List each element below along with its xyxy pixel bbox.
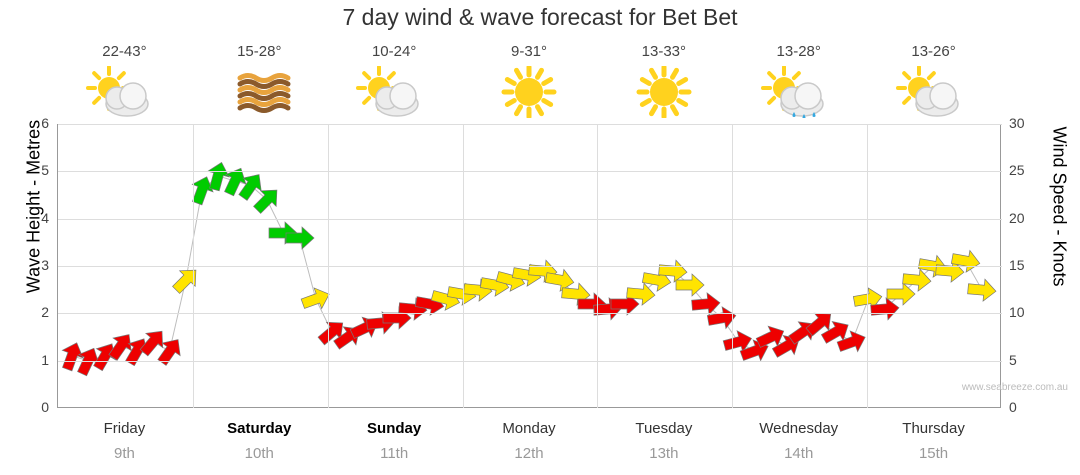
- y-tick-left: 1: [41, 351, 49, 368]
- wind-arrow: [55, 337, 90, 374]
- day-separator: [192, 124, 194, 408]
- day-separator: [732, 124, 734, 408]
- dust-haze-icon: [192, 66, 327, 118]
- day-temperature-range: 9-31°: [510, 43, 548, 60]
- day-temperature-range: 13-26°: [911, 43, 956, 60]
- y-tick-right: 25: [1009, 162, 1025, 179]
- y-axis-right-label: Wind Speed - Knots: [1049, 126, 1070, 287]
- y-tick-left: 6: [41, 115, 49, 131]
- day-date: 13th: [649, 445, 679, 462]
- day-separator: [327, 124, 329, 408]
- day-separator: [597, 124, 599, 408]
- y-tick-right: 15: [1009, 257, 1025, 273]
- wind-arrow: [247, 180, 287, 220]
- day-temperature-range: 13-28°: [776, 43, 821, 60]
- day-date: 9th: [113, 445, 135, 462]
- gridline: [58, 313, 1002, 315]
- wind-arrow: [949, 246, 983, 277]
- wind-arrow: [150, 331, 189, 370]
- day-name: Monday: [502, 420, 556, 437]
- wind-arrow: [542, 265, 576, 296]
- wind-arrow: [86, 336, 124, 375]
- day-temperature-range: 15-28°: [237, 43, 282, 60]
- sun-behind-cloud-icon: [327, 65, 462, 118]
- y-tick-right: 10: [1009, 304, 1025, 321]
- y-tick-right: 0: [1009, 399, 1017, 415]
- day-name: Wednesday: [759, 420, 839, 437]
- day-temperature-range: 22-43°: [102, 43, 147, 60]
- wind-arrow: [657, 256, 689, 285]
- y-tick-left: 4: [41, 209, 49, 226]
- wind-arrow: [285, 225, 315, 251]
- sun-behind-cloud-icon: [866, 65, 1001, 118]
- wind-arrow: [297, 282, 334, 317]
- y-tick-right: 30: [1009, 115, 1025, 131]
- gridline: [58, 124, 1002, 125]
- y-tick-right: 20: [1009, 209, 1025, 226]
- wind-arrow: [675, 272, 705, 298]
- gridline: [58, 171, 1002, 173]
- gridline: [58, 360, 1002, 362]
- wind-arrow: [231, 166, 270, 205]
- wind-arrow: [966, 275, 998, 304]
- y-tick-right: 5: [1009, 351, 1017, 368]
- y-tick-left: 5: [41, 162, 49, 179]
- page-title: 7 day wind & wave forecast for Bet Bet: [342, 4, 738, 30]
- day-temperature-range: 10-24°: [371, 43, 417, 60]
- day-date: 14th: [784, 445, 814, 462]
- wind-arrow: [625, 280, 657, 309]
- day-date: 15th: [918, 445, 949, 462]
- wind-arrow: [134, 322, 173, 362]
- gridline: [58, 218, 1002, 220]
- day-name: Tuesday: [635, 420, 693, 437]
- day-name: Friday: [103, 420, 146, 437]
- sun-behind-cloud-icon: [57, 65, 192, 118]
- day-date: 11th: [380, 445, 409, 462]
- wind-arrow: [752, 319, 790, 355]
- y-tick-left: 0: [41, 399, 49, 415]
- site-watermark: www.seabreeze.com.au: [961, 382, 1068, 393]
- y-tick-left: 3: [41, 257, 49, 273]
- day-name: Sunday: [367, 420, 422, 437]
- sun-icon: [596, 64, 731, 120]
- day-separator: [867, 124, 869, 408]
- wind-arrow: [101, 327, 140, 366]
- day-separator: [462, 124, 464, 408]
- wind-arrow: [886, 281, 916, 307]
- day-date: 12th: [514, 445, 544, 462]
- sun-behind-rain-cloud-icon: [731, 65, 866, 119]
- day-name: Thursday: [902, 420, 965, 437]
- sun-icon: [462, 64, 597, 120]
- wind-arrow: [705, 303, 739, 334]
- forecast-plot-area: [55, 124, 1002, 408]
- y-tick-left: 2: [41, 304, 49, 321]
- day-name: Saturday: [227, 420, 292, 437]
- wind-arrow: [216, 162, 252, 200]
- wind-arrow: [901, 266, 933, 295]
- gridline: [58, 266, 1002, 267]
- day-temperature-range: 13-33°: [641, 43, 687, 60]
- day-date: 10th: [244, 445, 274, 462]
- wind-arrow: [166, 260, 206, 300]
- wind-arrow: [833, 324, 870, 359]
